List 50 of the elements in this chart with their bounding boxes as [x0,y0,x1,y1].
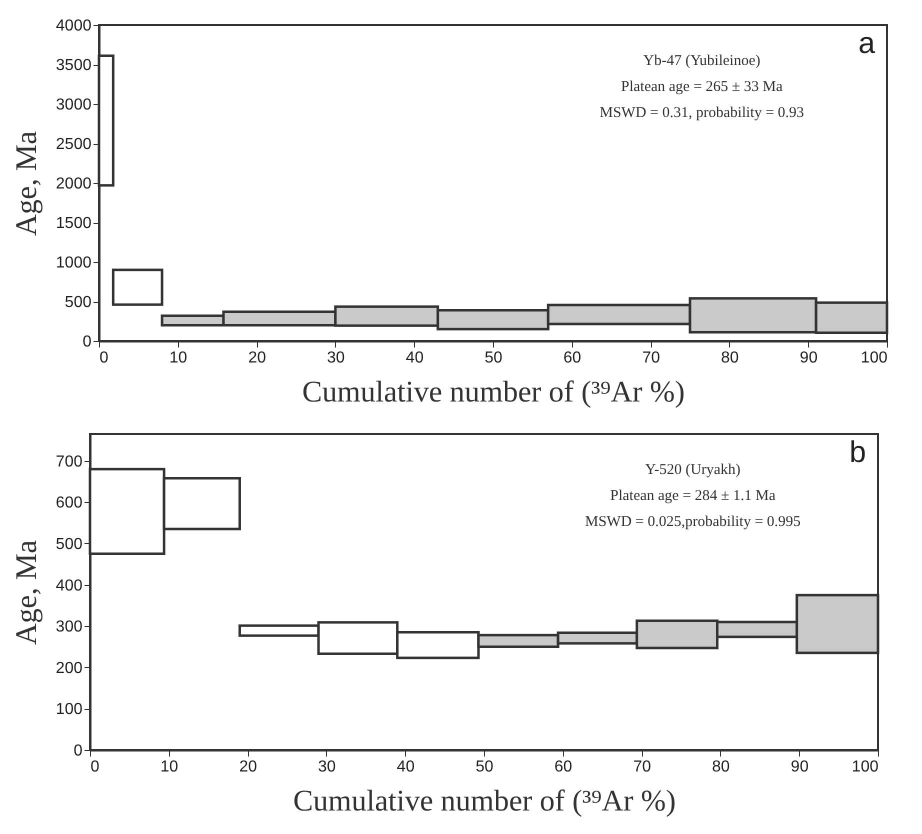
y-axis-title: Age, Ma [10,540,43,645]
x-tick-label: 90 [800,350,818,366]
x-tick-label: 60 [554,758,572,776]
x-tick-label: 90 [790,758,809,776]
y-axis-title: Age, Ma [10,131,43,236]
x-tick-label: 20 [239,758,258,776]
y-tick-label: 3500 [56,57,92,74]
annotation: Yb-47 (Yubileinoe) [643,53,760,69]
x-tick-label: 30 [318,758,336,776]
x-tick-label: 30 [327,350,345,366]
x-tick-label: 50 [484,350,502,366]
x-tick-label: 0 [100,350,108,366]
y-tick-label: 1000 [56,254,92,272]
y-tick-label: 100 [56,701,83,718]
x-tick-label: 80 [721,350,739,366]
y-tick-label: 1500 [56,215,92,232]
annotation: Platean age = 284 ± 1.1 Ma [610,488,776,504]
y-tick-label: 700 [56,453,83,470]
annotation: MSWD = 0.025,probability = 0.995 [584,514,801,530]
y-tick-label: 600 [56,494,83,512]
x-tick-label: 20 [248,350,266,366]
annotation: Platean age = 265 ± 33 Ma [620,79,783,95]
x-axis-title: Cumulative number of (³⁹Ar %) [302,376,685,408]
x-tick-label: 50 [476,758,494,776]
annotation: b [849,436,866,469]
y-tick-label: 2000 [56,176,92,192]
x-tick-label: 10 [169,350,188,366]
x-tick-label: 100 [852,758,879,776]
y-tick-label: 500 [64,294,92,311]
x-axis-title: Cumulative number of (³⁹Ar %) [293,784,676,818]
y-tick-label: 4000 [56,18,92,34]
y-tick-label: 300 [56,618,83,636]
x-tick-label: 40 [396,758,415,776]
x-tick-label: 100 [860,350,888,366]
y-tick-label: 2500 [56,136,92,153]
annotation: Y-520 (Uryakh) [645,462,741,478]
y-tick-label: 200 [56,660,83,677]
x-tick-label: 60 [563,350,582,366]
x-tick-label: 40 [406,350,424,366]
y-tick-label: 400 [56,577,83,594]
y-tick-label: 500 [56,536,83,553]
y-tick-label: 0 [74,742,83,760]
x-tick-label: 80 [712,758,730,776]
y-tick-label: 0 [82,334,92,350]
x-tick-label: 70 [633,758,652,776]
y-tick-label: 3000 [56,96,92,114]
x-tick-label: 70 [642,350,660,366]
x-tick-label: 10 [160,758,178,776]
annotation: a [858,27,876,60]
annotation: MSWD = 0.31, probability = 0.93 [600,105,804,121]
